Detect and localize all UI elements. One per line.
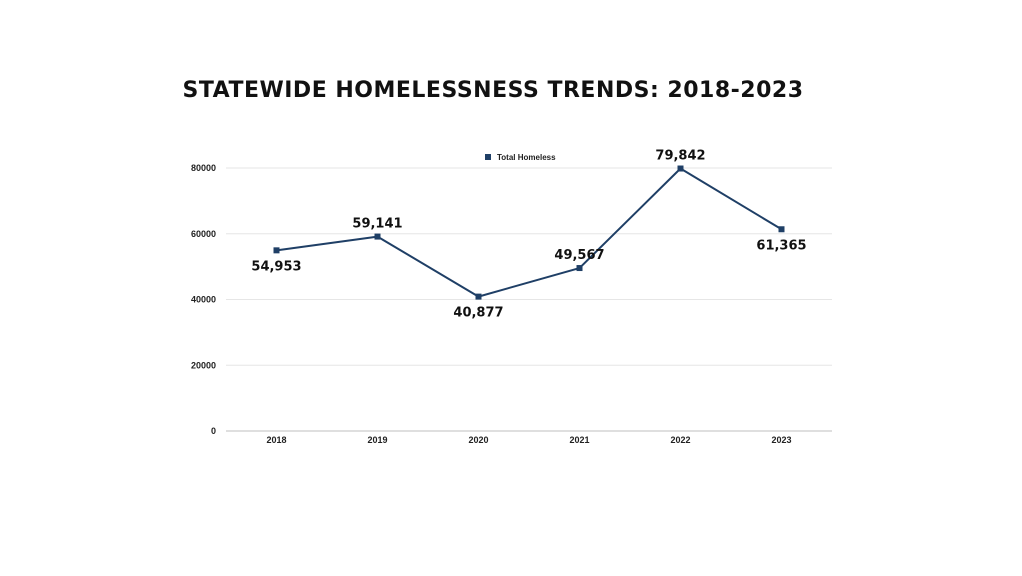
legend: Total Homeless <box>485 153 556 162</box>
x-tick-label: 2019 <box>367 435 387 445</box>
data-label: 59,141 <box>352 217 402 232</box>
y-tick-label: 20000 <box>191 360 216 370</box>
legend-marker <box>485 154 491 160</box>
data-label: 54,953 <box>251 259 301 274</box>
x-tick-label: 2018 <box>266 435 286 445</box>
data-label: 49,567 <box>554 248 604 263</box>
y-tick-label: 40000 <box>191 295 216 305</box>
data-point <box>677 165 684 172</box>
data-point <box>778 226 785 233</box>
series-line <box>276 167 783 298</box>
x-tick-label: 2023 <box>771 435 791 445</box>
data-point <box>374 233 381 240</box>
data-label: 79,842 <box>655 149 705 164</box>
chart-title: STATEWIDE HOMELESSNESS TRENDS: 2018-2023 <box>182 78 804 103</box>
y-tick-label: 60000 <box>191 229 216 239</box>
data-label: 61,365 <box>756 238 806 253</box>
series-group: 54,953 59,141 40,877 49,567 79,842 61,365 <box>251 149 806 321</box>
y-tick-label: 80000 <box>191 163 216 173</box>
grid-lines <box>226 167 832 366</box>
data-point <box>273 247 280 254</box>
x-tick-label: 2020 <box>468 435 488 445</box>
y-tick-label: 0 <box>211 426 216 436</box>
data-point <box>475 293 482 300</box>
x-tick-label: 2021 <box>569 435 589 445</box>
data-label: 40,877 <box>453 306 503 321</box>
x-tick-label: 2022 <box>670 435 690 445</box>
legend-label: Total Homeless <box>497 153 556 162</box>
y-axis-ticks: 0 20000 40000 60000 80000 <box>191 163 216 436</box>
x-axis-ticks: 2018 2019 2020 2021 2022 2023 <box>266 435 791 445</box>
data-point <box>576 265 583 272</box>
